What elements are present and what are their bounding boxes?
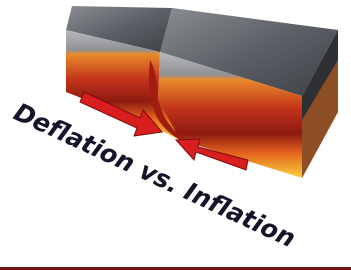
illustration: Deflation vs. Inflation bbox=[0, 0, 351, 270]
right-block bbox=[158, 8, 338, 178]
